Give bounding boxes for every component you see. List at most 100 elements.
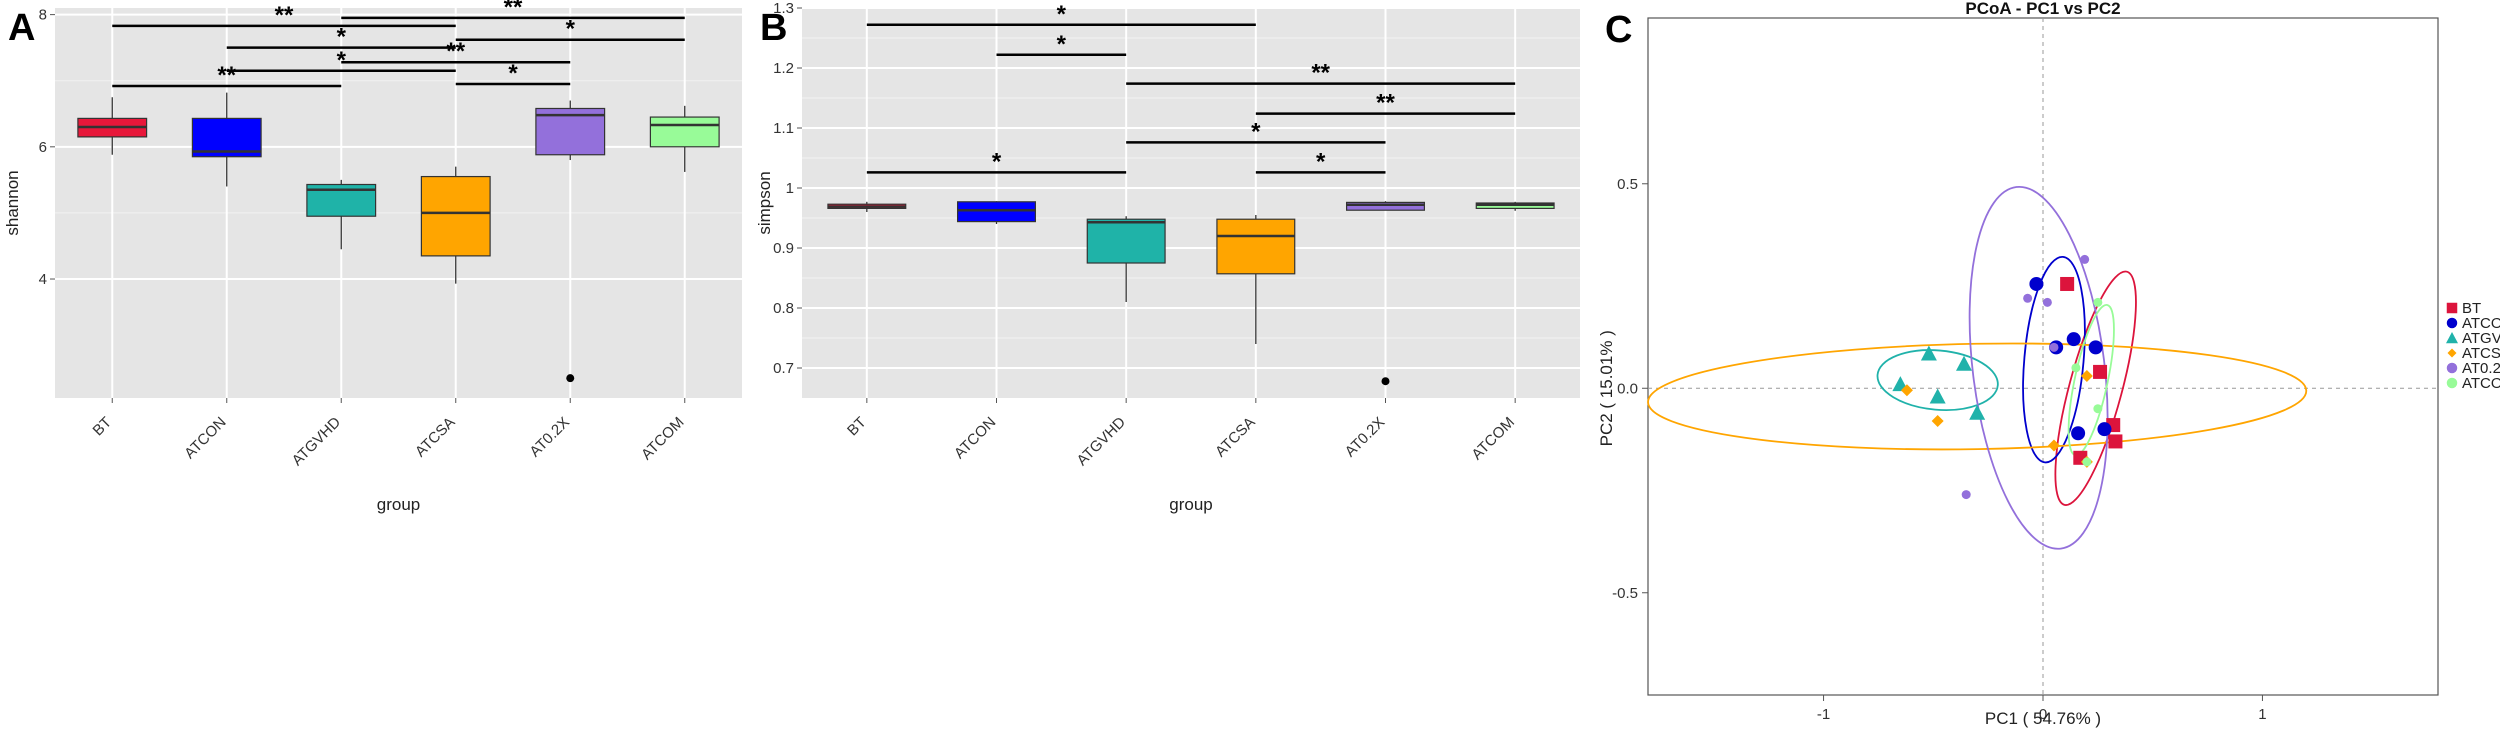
point-circle <box>2446 317 2458 329</box>
ellipse-atcsa <box>1647 342 2308 451</box>
point-triangle <box>1956 355 1972 371</box>
x-tick-label: AT0.2X <box>526 414 573 461</box>
y-tick-label: 1.1 <box>773 120 794 137</box>
point-diamond <box>2047 439 2060 452</box>
legend-item-atcsa: ATCSA <box>2447 345 2500 362</box>
point-circle <box>2071 363 2081 373</box>
point-diamond <box>2447 348 2457 358</box>
legend-item-atcom: ATCOM <box>2446 375 2500 392</box>
ellipse-atcon <box>2022 255 2086 464</box>
ellipse-at02x <box>1968 185 2109 550</box>
point-circle <box>2097 422 2112 437</box>
y-tick-label: 0.0 <box>1617 380 1638 397</box>
significance-label: ** <box>504 0 523 21</box>
point-circle <box>1961 490 1971 500</box>
legend-label: AT0.2X <box>2462 360 2500 377</box>
box-bt <box>827 201 907 212</box>
x-tick-label: ATGVHD <box>289 414 345 470</box>
series-atcom <box>2071 297 2103 467</box>
significance-label: ** <box>1376 90 1395 117</box>
pcoa-title: PCoA - PC1 vs PC2 <box>1965 0 2120 18</box>
point-diamond <box>1900 384 1913 397</box>
x-tick-label: -1 <box>1817 706 1830 723</box>
x-axis-title: group <box>377 495 420 514</box>
point-circle <box>2446 362 2458 374</box>
significance-label: * <box>337 24 347 51</box>
point-circle <box>2071 426 2086 441</box>
point-square <box>2060 276 2075 291</box>
box-atcom <box>649 105 720 172</box>
point-circle <box>2042 297 2052 307</box>
box-atcon <box>191 92 262 187</box>
legend-item-at02x: AT0.2X <box>2446 360 2500 377</box>
point-square <box>2093 364 2108 379</box>
y-tick-label: 1.2 <box>773 60 794 77</box>
point-circle <box>2023 293 2033 303</box>
point-diamond <box>2080 369 2093 382</box>
legend-item-bt: BT <box>2446 300 2481 317</box>
y-axis-title: PC2 ( 15.01% ) <box>1597 330 1616 446</box>
x-tick-label: ATCSA <box>1212 414 1259 461</box>
y-tick-label: 1.3 <box>773 0 794 17</box>
point-circle <box>2082 457 2092 467</box>
point-circle <box>2066 332 2081 347</box>
significance-label: ** <box>446 38 465 65</box>
point-circle <box>2080 254 2090 264</box>
legend-label: ATCON <box>2462 315 2500 332</box>
y-axis-title: simpson <box>755 171 774 234</box>
box-bt <box>77 97 148 155</box>
y-tick-label: 0.9 <box>773 240 794 257</box>
significance-label: ** <box>217 62 236 89</box>
panel-b-boxplot: B 0.7 0.8 0.9 1 1.1 1.2 1.3 BT ATCON ATGVHD ATCSA AT… <box>755 0 1580 514</box>
box-atcsa <box>1216 215 1296 344</box>
box-atcon <box>956 201 1036 224</box>
y-tick-label: 6 <box>39 139 47 156</box>
point-triangle <box>1929 388 1946 404</box>
point-square <box>2446 302 2458 314</box>
ellipse-atgvhd <box>1876 349 1999 411</box>
y-axis-title: shannon <box>3 170 22 235</box>
x-tick-label: AT0.2X <box>1342 414 1389 461</box>
box-body <box>1086 218 1166 264</box>
significance-label: * <box>337 47 347 74</box>
legend-item-atcon: ATCON <box>2446 315 2500 332</box>
plot-background <box>55 8 742 398</box>
significance-label: * <box>566 16 576 43</box>
x-tick-label: ATGVHD <box>1074 414 1130 470</box>
x-tick-label: ATCSA <box>412 414 459 461</box>
significance-label: ** <box>275 2 294 29</box>
box-atcsa <box>420 166 491 284</box>
point-circle <box>2088 340 2103 355</box>
legend-label: ATGVHD <box>2462 330 2500 347</box>
significance-label: * <box>508 60 518 87</box>
point-circle <box>2029 276 2044 291</box>
panel-letter-c: C <box>1605 9 1632 51</box>
significance-label: * <box>992 148 1002 175</box>
x-tick-label: BT <box>844 414 870 440</box>
box-body <box>1216 218 1296 275</box>
x-tick-label: ATCOM <box>1468 414 1518 464</box>
y-tick-label: 1 <box>786 180 794 197</box>
legend-label: BT <box>2462 300 2481 317</box>
y-tick-label: 8 <box>39 7 47 24</box>
x-tick-label: 0 <box>2039 706 2047 723</box>
significance-label: * <box>1316 148 1326 175</box>
x-axis-title: group <box>1169 495 1212 514</box>
box-at02x <box>1345 201 1425 386</box>
box-outlier <box>566 374 575 383</box>
point-triangle <box>1969 404 1986 420</box>
y-tick-label: 0.5 <box>1617 176 1638 193</box>
legend-item-atgvhd: ATGVHD <box>2446 330 2500 347</box>
x-tick-label: BT <box>90 414 116 440</box>
box-atgvhd <box>1086 216 1166 302</box>
x-axis-title: PC1 ( 54.76% ) <box>1985 709 2101 728</box>
point-circle <box>2093 297 2103 307</box>
x-tick-label: 1 <box>2258 706 2266 723</box>
box-at02x <box>535 100 606 383</box>
box-atgvhd <box>306 179 377 250</box>
box-outlier <box>1381 377 1390 386</box>
box-body <box>420 175 491 257</box>
